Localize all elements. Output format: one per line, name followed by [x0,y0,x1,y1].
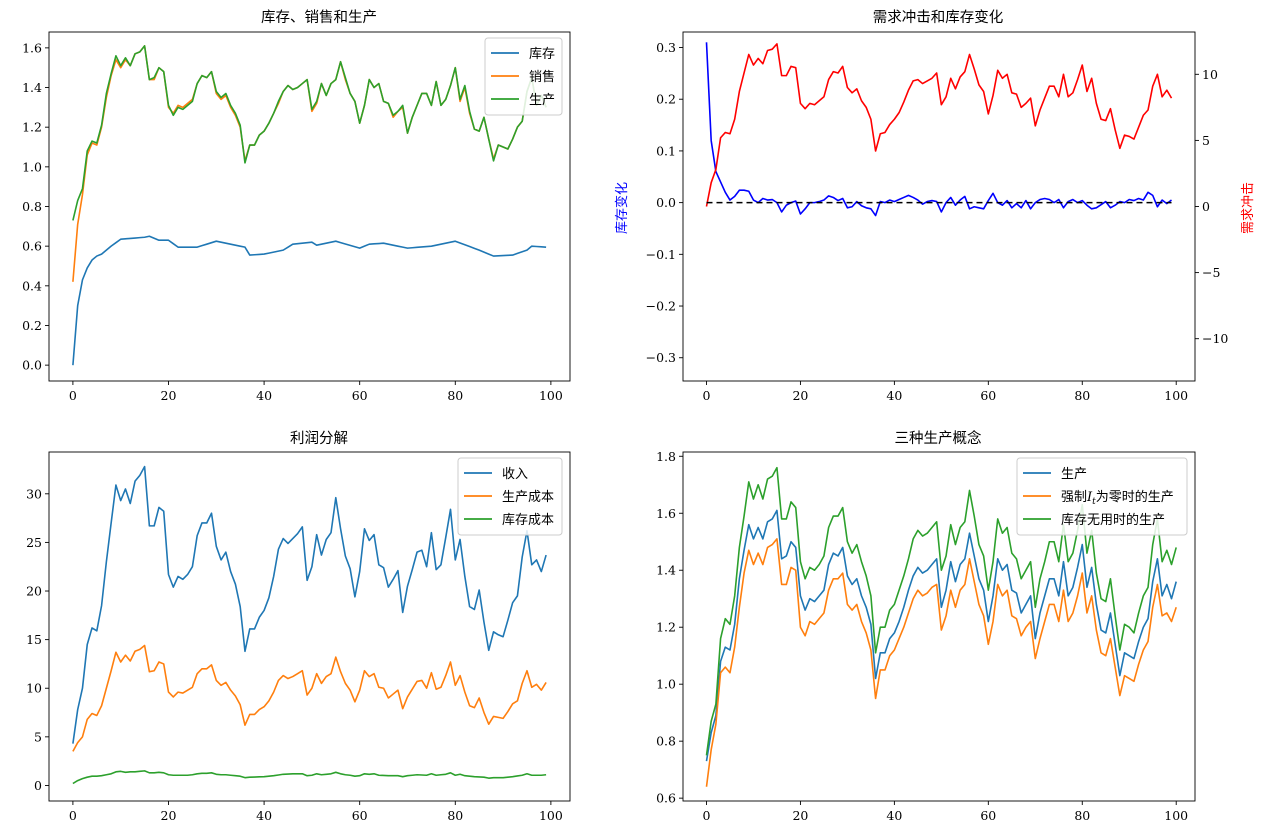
chart-2-ylabel-right: 需求冲击 [1241,182,1256,234]
x-tick-label: 0 [69,808,77,823]
y-tick-label: 25 [26,535,42,550]
x-tick-label: 100 [539,388,563,403]
legend-label: 收入 [502,467,528,482]
y-tick-label: 20 [26,584,42,599]
chart-1-title: 库存、销售和生产 [261,9,377,26]
y-tick-label: 0.6 [22,239,42,254]
x-tick-label: 0 [703,808,711,823]
x-tick-label: 20 [161,808,177,823]
y-tick-label: 0.0 [22,358,42,373]
y-tick-label: 0.3 [656,40,676,55]
y-tick-label: 1.2 [22,120,42,135]
x-tick-label: 60 [980,808,996,823]
y-right-tick-label: 10 [1202,67,1218,82]
x-tick-label: 60 [352,388,368,403]
legend-box [1016,457,1188,536]
y-right-tick-label: 0 [1202,199,1210,214]
legend-label: 生产成本 [502,490,554,505]
legend-label: 生产 [529,93,555,108]
y-tick-label: 15 [26,632,42,647]
x-tick-label: 40 [256,808,272,823]
y-tick-label: 1.6 [22,40,42,55]
y-tick-label: 5 [34,729,42,744]
legend-box [484,37,563,116]
chart-2-series-1-line [705,42,1172,217]
y-tick-label: 0.6 [656,791,676,806]
chart-2-title: 需求冲击和库存变化 [873,9,1004,26]
y-right-tick-label: −10 [1202,331,1228,346]
y-tick-label: 1.4 [22,80,42,95]
x-tick-label: 20 [792,388,808,403]
chart-3-series-3-line [72,770,547,785]
x-tick-label: 20 [792,808,808,823]
x-tick-label: 20 [161,388,177,403]
x-tick-label: 80 [447,808,463,823]
y-tick-label: 0.8 [22,199,42,214]
chart-2-series-2-line [705,43,1173,207]
legend-box [457,457,563,536]
chart-4-series-2-line [705,538,1177,787]
y-tick-label: −0.3 [646,350,676,365]
y-right-tick-label: 5 [1202,133,1210,148]
y-tick-label: −0.2 [646,299,676,314]
legend-label: 销售 [529,69,555,85]
y-tick-label: 1.8 [656,449,676,464]
y-tick-label: 0.4 [22,278,42,293]
x-tick-label: 80 [447,388,463,403]
y-tick-label: 0.8 [656,734,676,749]
chart-4-series-3-line [705,466,1177,756]
y-tick-label: 0 [34,778,42,793]
y-tick-label: 1.0 [656,677,676,692]
chart-2-ylabel-left: 库存变化 [614,182,630,234]
legend-label: 库存无用时的生产 [1061,512,1165,528]
chart-1-series-1-line [72,235,547,366]
chart-3-frame [48,451,571,802]
y-tick-label: 10 [26,681,42,696]
chart-3-series-2-line [72,644,547,752]
legend-label: 强制It为零时的生产 [1061,489,1174,507]
x-tick-label: 60 [352,808,368,823]
x-tick-label: 100 [1164,388,1188,403]
chart-1-series-3-line [72,45,547,221]
x-tick-label: 60 [980,388,996,403]
y-tick-label: 0.1 [656,143,676,158]
y-tick-label: 1.2 [656,620,676,635]
x-tick-label: 0 [703,388,711,403]
y-tick-label: 1.6 [656,506,676,521]
chart-3-title: 利润分解 [290,430,348,447]
y-tick-label: 0.0 [656,195,676,210]
x-tick-label: 40 [256,388,272,403]
x-tick-label: 100 [539,808,563,823]
x-tick-label: 40 [886,388,902,403]
y-tick-label: 1.0 [22,159,42,174]
x-tick-label: 100 [1164,808,1188,823]
chart-3-series-1-line [72,465,547,744]
y-tick-label: 1.4 [656,563,676,578]
chart-4-title: 三种生产概念 [895,429,982,447]
x-tick-label: 0 [69,388,77,403]
chart-4-series-1-line [705,509,1177,762]
legend-label: 生产 [1061,467,1087,482]
y-tick-label: 0.2 [656,92,676,107]
chart-1: 0 20 40 60 80 100 0.0 0.2 0.4 0.6 0.8 1.0 1.2 1.4 1.6 库… [22,31,571,403]
y-tick-label: 0.2 [22,318,42,333]
chart-4: 0 20 40 60 80 100 0.6 0.8 1.0 1.2 1.4 1.6 1.8 生产强制It为… [656,449,1196,823]
x-tick-label: 40 [886,808,902,823]
chart-2: 0 20 40 60 80 100−0.3−0.2−0.10.00.10.20.3−10−… [646,31,1228,403]
legend-label: 库存成本 [502,512,554,528]
y-tick-label: 30 [26,486,42,501]
y-right-tick-label: −5 [1202,265,1220,280]
x-tick-label: 80 [1074,388,1090,403]
legend-label: 库存 [529,46,555,62]
y-tick-label: −0.1 [646,247,676,262]
x-tick-label: 80 [1074,808,1090,823]
chart-4-frame [682,451,1196,802]
